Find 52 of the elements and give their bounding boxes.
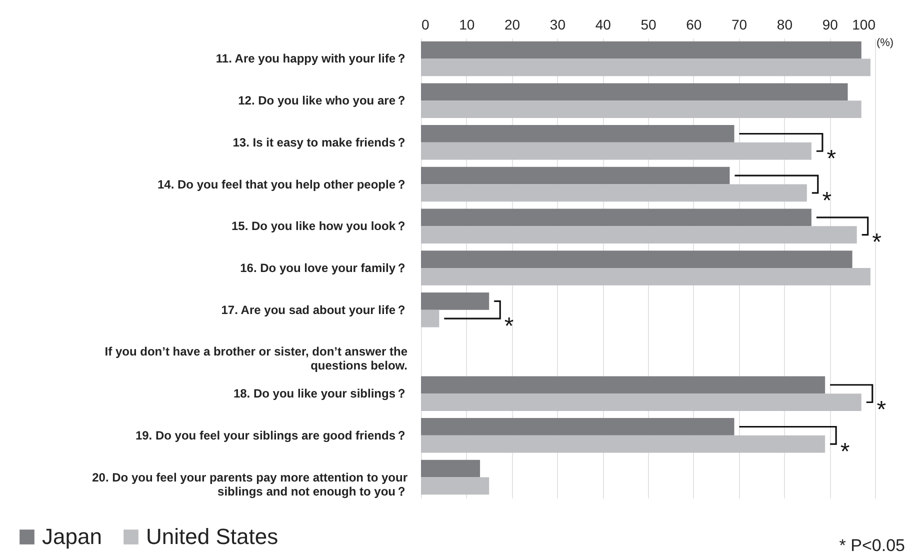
bar	[421, 83, 848, 101]
x-tick-label: 70	[732, 16, 748, 32]
y-tick-label: 15. Do you like how you look？	[231, 219, 408, 234]
y-tick-label: 11. Are you happy with your life？	[216, 52, 408, 66]
bar	[421, 58, 870, 76]
y-tick-label: 12. Do you like who you are？	[238, 94, 408, 108]
x-tick-label: 40	[595, 16, 612, 32]
x-tick-label: 60	[686, 16, 702, 32]
bar	[421, 292, 490, 310]
bar	[421, 184, 807, 202]
bar	[421, 418, 734, 436]
bar	[421, 142, 812, 160]
x-tick-label: 80	[776, 16, 793, 32]
bar	[421, 477, 490, 495]
data-label: *	[826, 145, 836, 172]
y-tick-label: 17. Are you sad about your life？	[221, 302, 408, 317]
legend-label: United States	[146, 524, 278, 549]
bar	[421, 125, 734, 142]
text: * P<0.05	[839, 536, 905, 555]
bar	[421, 310, 440, 328]
bar	[421, 100, 862, 118]
x-tick-label: 0	[422, 16, 430, 32]
y-tick-label: 18. Do you like your siblings？	[233, 386, 408, 401]
x-tick-label: 100	[852, 16, 876, 32]
y-tick-label: If you don’t have a brother or sister, don’t answer the questions below.	[104, 344, 408, 373]
bar	[421, 394, 862, 411]
data-label: *	[504, 312, 514, 340]
data-label: *	[840, 438, 850, 466]
bar	[421, 41, 862, 59]
data-label: *	[872, 229, 882, 256]
y-tick-label: 13. Is it easy to make friends？	[232, 135, 408, 150]
bar	[421, 226, 857, 244]
x-axis-title: (%)	[876, 37, 894, 49]
legend-label: Japan	[42, 524, 102, 549]
x-tick-label: 90	[822, 16, 838, 32]
bar	[421, 376, 826, 394]
y-tick-label: 14. Do you feel that you help other people？	[157, 177, 408, 192]
bar	[421, 208, 812, 226]
data-label: *	[822, 187, 832, 214]
bar	[421, 250, 852, 268]
bar	[421, 166, 730, 184]
bar	[421, 435, 826, 453]
y-tick-label: 20. Do you feel your parents pay more attention to your siblings and not enough to you？	[92, 470, 408, 498]
x-tick-label: 20	[504, 16, 520, 32]
x-tick-label: 10	[459, 16, 475, 32]
data-label: *	[876, 396, 886, 424]
bar	[421, 268, 870, 286]
y-tick-label: 16. Do you love your family？	[240, 261, 408, 275]
x-tick-label: 30	[550, 16, 566, 32]
y-tick-label: 19. Do you feel your siblings are good friends？	[135, 428, 408, 442]
x-tick-label: 50	[640, 16, 656, 32]
bar	[421, 460, 480, 478]
